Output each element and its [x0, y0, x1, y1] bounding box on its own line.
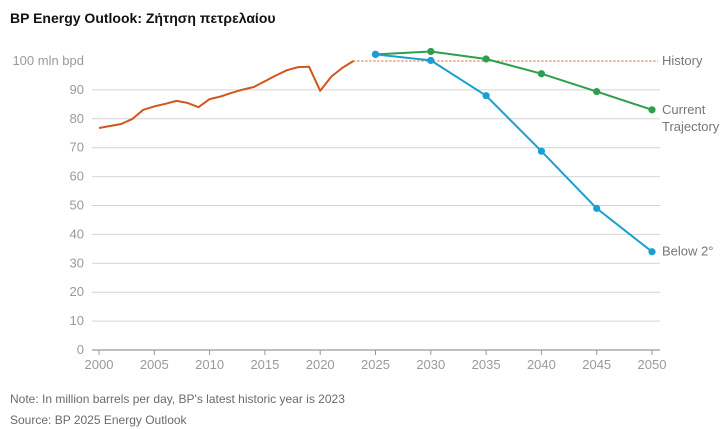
series-label-below-2: Below 2° [662, 244, 713, 259]
series-line-current-trajectory [375, 50, 653, 111]
data-point-below-2-2025 [371, 50, 380, 58]
x-tick-label-2015: 2015 [250, 357, 279, 372]
y-tick-label-0: 0 [77, 342, 84, 357]
y-tick-label-50: 50 [70, 198, 84, 213]
data-point-current-trajectory-2040 [537, 70, 546, 78]
series-label-history: History [662, 53, 703, 68]
y-tick-label-80: 80 [70, 111, 84, 126]
chart-source: Source: BP 2025 Energy Outlook [10, 413, 187, 427]
data-point-below-2-2045 [593, 204, 601, 212]
y-tick-label-40: 40 [70, 226, 84, 241]
y-tick-label-70: 70 [70, 140, 84, 155]
data-point-current-trajectory-2050 [648, 106, 656, 114]
series-line-history [98, 60, 354, 129]
data-point-below-2-2040 [537, 147, 546, 155]
chart-note: Note: In million barrels per day, BP's l… [10, 392, 345, 406]
series-lines [98, 47, 658, 256]
x-tick-label-2020: 2020 [306, 357, 335, 372]
x-tick-label-2040: 2040 [527, 357, 556, 372]
x-tick-label-2025: 2025 [361, 357, 390, 372]
x-tick-label-2030: 2030 [416, 357, 445, 372]
series-label-current-trajectory-line2: Trajectory [662, 119, 720, 134]
chart-title: BP Energy Outlook: Ζήτηση πετρελαίου [10, 10, 276, 26]
series-line-below-2 [375, 53, 653, 253]
data-point-below-2-2035 [482, 92, 490, 100]
data-point-below-2-2030 [427, 56, 435, 65]
x-tick-label-2010: 2010 [195, 357, 224, 372]
x-tick-label-2035: 2035 [472, 357, 501, 372]
y-tick-label-60: 60 [70, 169, 84, 184]
y-tick-label-10: 10 [70, 313, 84, 328]
y-tick-label-30: 30 [70, 255, 84, 270]
y-tick-label-100: 100 mln bpd [12, 53, 84, 68]
gridlines [92, 89, 660, 351]
data-point-current-trajectory-2030 [427, 47, 435, 56]
series-labels: History Current Trajectory Below 2° [662, 53, 720, 259]
data-point-current-trajectory-2035 [482, 55, 490, 63]
x-tick-label-2005: 2005 [140, 357, 169, 372]
x-tick-label-2000: 2000 [85, 357, 114, 372]
data-point-below-2-2050 [648, 248, 656, 256]
y-tick-label-20: 20 [70, 284, 84, 299]
data-point-current-trajectory-2045 [593, 88, 601, 96]
y-tick-label-90: 90 [70, 82, 84, 97]
series-label-current-trajectory-line1: Current [662, 102, 706, 117]
x-tick-label-2045: 2045 [582, 357, 611, 372]
x-tick-label-2050: 2050 [638, 357, 667, 372]
